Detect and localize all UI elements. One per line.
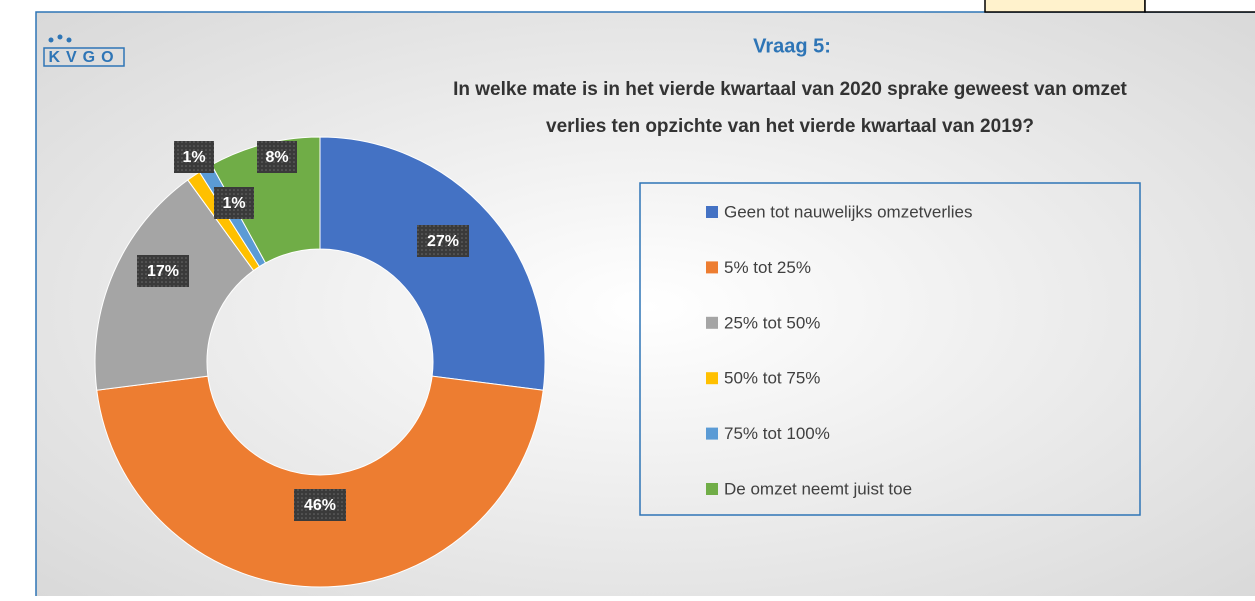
legend-label: 75% tot 100% [724, 424, 830, 443]
data-label-bg [174, 141, 214, 173]
decoration [984, 0, 1146, 13]
data-label-bg [214, 187, 254, 219]
donut-slice [319, 136, 546, 391]
chart-subtitle: verlies ten opzichte van het vierde kwar… [546, 116, 1034, 137]
data-label-bg [257, 141, 297, 173]
data-label: 17% [147, 263, 179, 280]
legend-swatch [706, 316, 718, 329]
legend-label: Geen tot nauwelijks omzetverlies [724, 202, 973, 221]
data-label-bg [417, 225, 469, 257]
legend-swatch [706, 206, 718, 218]
data-label: 46% [304, 497, 336, 514]
donut-slice [96, 375, 544, 588]
legend-swatch [706, 372, 718, 385]
data-label: 8% [265, 149, 288, 166]
data-label-bg [137, 255, 189, 287]
legend-swatch [706, 483, 718, 495]
legend-box [639, 182, 1141, 516]
legend-label: 25% tot 50% [724, 313, 820, 332]
data-label: 1% [222, 195, 245, 212]
chart-subtitle: In welke mate is in het vierde kwartaal … [453, 79, 1127, 100]
legend-label: 50% tot 75% [724, 369, 820, 388]
data-label-bg [294, 489, 346, 521]
logo-text: KVGO [48, 49, 119, 66]
legend-label: 5% tot 25% [724, 258, 811, 277]
legend-swatch [706, 427, 718, 440]
decoration [1144, 0, 1255, 13]
legend-label: De omzet neemt juist toe [724, 479, 912, 498]
logo: KVGO [43, 34, 125, 67]
data-label: 1% [182, 149, 205, 166]
chart-title: Vraag 5: [753, 35, 831, 57]
legend-swatch [706, 261, 718, 274]
data-label: 27% [427, 233, 459, 250]
